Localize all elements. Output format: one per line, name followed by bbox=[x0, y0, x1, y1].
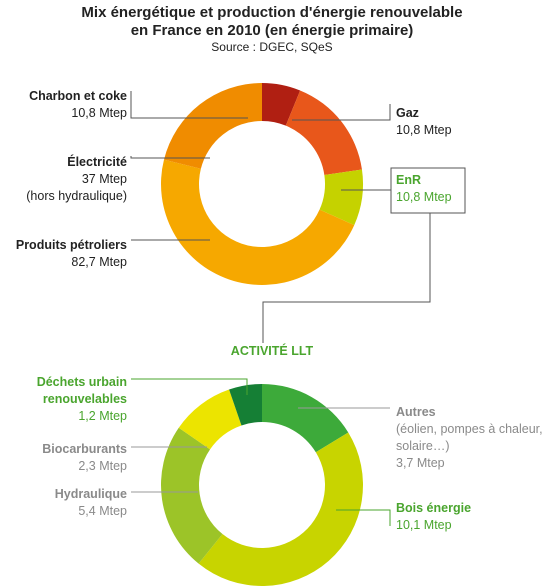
label-autres-note-1: (éolien, pompes à chaleur, bbox=[396, 422, 543, 436]
label-autres-name: Autres bbox=[396, 405, 436, 419]
label-gaz-value: 10,8 Mtep bbox=[396, 123, 452, 137]
slice-produits-petroliers bbox=[160, 159, 355, 286]
label-bois-name: Bois énergie bbox=[396, 501, 472, 515]
label-electricite-name: Électricité bbox=[67, 155, 127, 169]
label-dechets-name-1: Déchets urbain bbox=[36, 375, 127, 389]
label-petrole: Produits pétroliers 82,7 Mtep bbox=[16, 237, 127, 271]
slice-biocarburants bbox=[178, 389, 242, 450]
leader-bois bbox=[336, 509, 391, 526]
slice-dechets-urbain-renouvelables bbox=[229, 384, 262, 426]
label-bois: Bois énergie 10,1 Mtep bbox=[396, 500, 471, 534]
label-petrole-name: Produits pétroliers bbox=[15, 238, 127, 252]
slice-enr bbox=[319, 169, 363, 226]
label-charbon-name: Charbon et coke bbox=[29, 89, 127, 103]
label-hydrau-value: 5,4 Mtep bbox=[78, 504, 127, 518]
label-gaz: Gaz 10,8 Mtep bbox=[396, 105, 452, 139]
slice-gaz bbox=[285, 90, 362, 175]
label-biocarb-name: Biocarburants bbox=[42, 442, 127, 456]
leader-charbon bbox=[130, 91, 248, 119]
slice-hydraulique bbox=[160, 427, 223, 564]
label-enr-value: 10,8 Mtep bbox=[396, 190, 452, 204]
label-autres-note-2: solaire…) bbox=[396, 439, 450, 453]
label-charbon: Charbon et coke 10,8 Mtep bbox=[29, 88, 127, 122]
chart-title-line1: Mix énergétique et production d'énergie … bbox=[81, 4, 463, 21]
slice-bois-energie bbox=[198, 432, 363, 586]
label-electricite-note: (hors hydraulique) bbox=[26, 189, 127, 203]
leader-electricite bbox=[130, 156, 210, 159]
leader-lines bbox=[130, 91, 466, 526]
label-biocarb-value: 2,3 Mtep bbox=[78, 459, 127, 473]
label-biocarb: Biocarburants 2,3 Mtep bbox=[42, 441, 127, 475]
source-note: Source : DGEC, SQeS bbox=[211, 40, 333, 54]
leader-dechets bbox=[131, 378, 248, 395]
slice-charbon-et-coke bbox=[262, 83, 301, 126]
label-hydrau-name: Hydraulique bbox=[54, 487, 127, 501]
label-petrole-value: 82,7 Mtep bbox=[71, 255, 127, 269]
label-electricite-value: 37 Mtep bbox=[81, 172, 127, 186]
label-dechets-name-2: renouvelables bbox=[42, 392, 127, 406]
label-enr-name: EnR bbox=[396, 173, 421, 187]
donut-mix-energetique bbox=[160, 83, 363, 286]
slice-autres bbox=[262, 383, 349, 453]
label-hydrau: Hydraulique 5,4 Mtep bbox=[55, 486, 127, 520]
leader-enr-activity bbox=[262, 213, 431, 343]
label-charbon-value: 10,8 Mtep bbox=[71, 106, 127, 120]
label-dechets: Déchets urbain renouvelables 1,2 Mtep bbox=[37, 374, 127, 425]
label-electricite: Électricité 37 Mtep (hors hydraulique) bbox=[26, 154, 127, 205]
label-enr: EnR 10,8 Mtep bbox=[396, 172, 452, 206]
chart-title-line2: en France en 2010 (en énergie primaire) bbox=[130, 22, 414, 39]
label-bois-value: 10,1 Mtep bbox=[396, 518, 452, 532]
slice-electricite bbox=[163, 83, 262, 169]
label-gaz-name: Gaz bbox=[396, 106, 419, 120]
leader-gaz bbox=[292, 104, 391, 121]
activity-label: ACTIVITÉ LLT bbox=[230, 344, 314, 358]
donut-energie-renouvelable bbox=[160, 383, 363, 586]
label-autres: Autres (éolien, pompes à chaleur, solair… bbox=[396, 404, 543, 472]
label-autres-value: 3,7 Mtep bbox=[396, 456, 445, 470]
label-dechets-value: 1,2 Mtep bbox=[78, 409, 127, 423]
